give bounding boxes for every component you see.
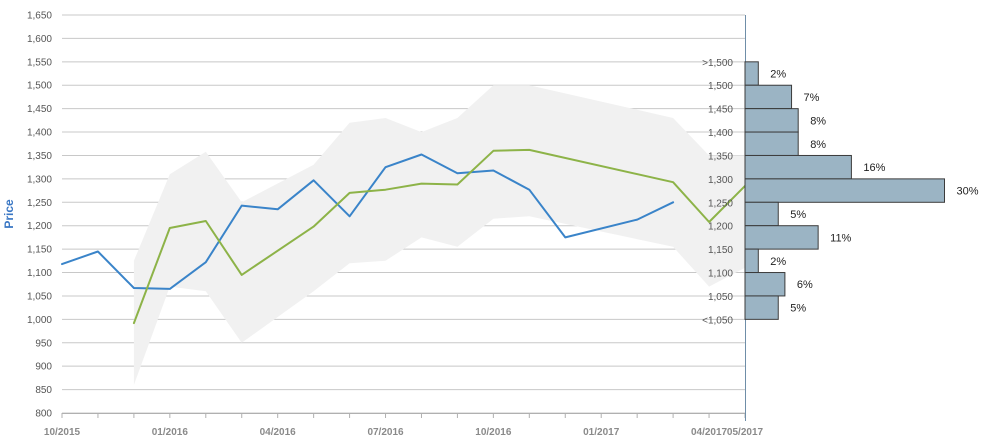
distribution-percent: 30% [957,186,979,198]
series-line-1 [61,153,675,290]
y-tick-label: 1,000 [27,315,52,326]
x-tick-label: 10/2015 [44,427,81,438]
y-tick-label: 1,200 [27,221,52,232]
distribution-percent: 11% [830,232,851,244]
distribution-percent: 7% [804,92,820,104]
distribution-bin-label: 1,200 [708,222,733,233]
distribution-percent: 2% [770,256,786,268]
distribution-bin-label: 1,150 [708,245,733,256]
x-tick-label: 05/2017 [727,427,764,438]
distribution-bar [744,154,852,180]
distribution-bar [744,178,945,203]
y-tick-label: 1,450 [27,104,52,115]
x-axis-ticks: 10/2015 01/2016 04/2016 07/2016 10/2016 01/20… [44,427,764,438]
distribution-bar [744,201,779,227]
distribution-percent: 5% [790,303,806,315]
y-tick-label: 1,400 [27,128,52,139]
y-tick-label: 1,350 [27,151,52,162]
y-tick-label: 900 [35,362,52,373]
y-axis-label: Price [2,199,16,229]
y-tick-label: 1,050 [27,291,52,302]
distribution-bin-label: 1,250 [708,198,733,209]
x-tick-label: 04/2017 [691,427,728,438]
y-tick-label: 1,500 [27,81,52,92]
y-tick-label: 1,100 [27,268,52,279]
y-tick-label: 950 [35,338,52,349]
distribution-percent: 5% [790,209,806,221]
y-axis-ticks: 800 850 900 950 1,000 1,050 1,100 1,150 1,200 1,2… [27,11,52,420]
distribution-bar [744,84,793,110]
distribution-bar [744,131,799,156]
x-tick-label: 01/2017 [583,427,620,438]
y-tick-label: 1,250 [27,198,52,209]
distribution-bin-label: 1,300 [708,175,733,186]
y-tick-label: 1,550 [27,57,52,68]
distribution-percent: 2% [770,69,786,81]
distribution-percent: 16% [863,162,885,174]
y-tick-label: 1,300 [27,174,52,185]
distribution-bar [744,295,779,320]
distribution-bin-label: >1,500 [702,58,733,69]
x-tick-label: 10/2016 [475,427,512,438]
distribution-bin-label: 1,400 [708,128,733,139]
distribution-bar [744,248,759,274]
distribution-bin-label: 1,500 [708,81,733,92]
distribution-bin-label: 1,450 [708,105,733,116]
y-tick-label: 1,600 [27,34,52,45]
y-tick-label: 800 [35,409,52,420]
y-tick-label: 850 [35,385,52,396]
distribution-bin-label: 1,100 [708,269,733,280]
y-tick-label: 1,150 [27,245,52,256]
distribution-percent: 8% [810,139,826,151]
forecast-range-band [133,85,745,385]
distribution-bar [744,225,819,250]
distribution-percent: 8% [810,115,826,127]
distribution-bar [744,272,786,297]
distribution-bin-label: 1,350 [708,151,733,162]
distribution-bar [744,108,799,133]
distribution: 2% >1,500 7% 1,500 8% 1,450 8% 1,400 16% 1,350 30%… [702,58,979,327]
distribution-bin-label: 1,050 [708,292,733,303]
y-tick-label: 1,650 [27,11,52,22]
distribution-bar [744,61,759,86]
x-tick-label: 01/2016 [152,427,189,438]
series-line-2 [132,148,746,325]
distribution-bin-label: <1,050 [702,315,733,326]
x-tick-label: 07/2016 [367,427,404,438]
distribution-percent: 6% [797,279,813,291]
x-tick-label: 04/2016 [260,427,297,438]
